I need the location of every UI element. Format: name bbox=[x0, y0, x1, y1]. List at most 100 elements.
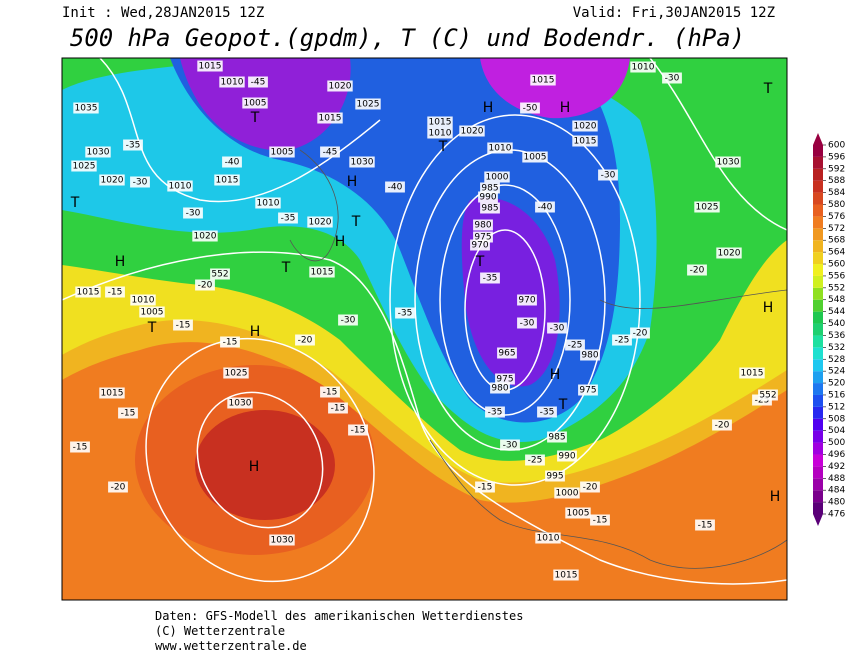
label-box bbox=[487, 142, 513, 154]
label-box bbox=[525, 454, 545, 466]
pressure-center: H bbox=[250, 324, 261, 340]
label-box bbox=[214, 174, 240, 186]
contour-label: 985 bbox=[548, 433, 565, 443]
label-box bbox=[545, 470, 565, 482]
contour-label: -15 bbox=[478, 483, 493, 493]
colorbar-label: 588 bbox=[828, 176, 845, 186]
pressure-center: H bbox=[483, 100, 494, 116]
pressure-center: H bbox=[115, 254, 126, 270]
contour-label: 975 bbox=[496, 375, 513, 385]
label-box bbox=[553, 569, 579, 581]
contour-label: -25 bbox=[528, 456, 543, 466]
colorbar-band bbox=[813, 216, 823, 229]
label-box bbox=[500, 439, 520, 451]
colorbar-band bbox=[813, 156, 823, 169]
contour-label: -25 bbox=[568, 341, 583, 351]
label-box bbox=[580, 349, 600, 361]
contour-label: 1030 bbox=[271, 536, 294, 546]
label-box bbox=[480, 272, 500, 284]
label-box bbox=[712, 419, 732, 431]
contour-label: 970 bbox=[471, 241, 488, 251]
colorbar-band bbox=[813, 478, 823, 491]
colorbar-label: 524 bbox=[828, 367, 845, 377]
label-box bbox=[338, 314, 358, 326]
contour-label: 1030 bbox=[87, 148, 110, 158]
contour-label: -35 bbox=[281, 214, 296, 224]
colorbar-band bbox=[813, 252, 823, 265]
contour-label: 985 bbox=[481, 184, 498, 194]
contour-label: -35 bbox=[540, 408, 555, 418]
label-box bbox=[348, 424, 368, 436]
footer-line: Daten: GFS-Modell des amerikanischen Wet… bbox=[155, 609, 523, 623]
label-box bbox=[307, 216, 333, 228]
contour-label: -30 bbox=[186, 209, 201, 219]
contour-label: -30 bbox=[601, 171, 616, 181]
label-box bbox=[73, 102, 99, 114]
label-box bbox=[630, 61, 656, 73]
footer-line: www.wetterzentrale.de bbox=[155, 639, 307, 653]
colorbar-label: 600 bbox=[828, 141, 845, 151]
label-box bbox=[355, 98, 381, 110]
footer-line: (C) Wetterzentrale bbox=[155, 624, 285, 638]
contour-label: 1000 bbox=[556, 489, 579, 499]
contour-label: 1030 bbox=[717, 158, 740, 168]
contour-label: 1005 bbox=[141, 308, 164, 318]
contour-label: 1015 bbox=[199, 62, 222, 72]
label-box bbox=[320, 146, 340, 158]
label-box bbox=[537, 406, 557, 418]
contour-label: -20 bbox=[633, 329, 648, 339]
colorbar-band bbox=[813, 145, 823, 157]
contour-label: 980 bbox=[474, 221, 491, 231]
contour-label: 1020 bbox=[194, 232, 217, 242]
label-box bbox=[197, 60, 223, 72]
colorbar-band bbox=[813, 466, 823, 479]
colorbar-label: 516 bbox=[828, 390, 845, 400]
colorbar-label: 520 bbox=[828, 379, 845, 389]
label-box bbox=[495, 373, 515, 385]
label-box bbox=[530, 74, 556, 86]
label-box bbox=[85, 146, 111, 158]
pressure-center: T bbox=[250, 110, 260, 126]
colorbar-band bbox=[813, 192, 823, 205]
contour-label: -30 bbox=[550, 324, 565, 334]
contour-label: -40 bbox=[388, 183, 403, 193]
colorbar-label: 560 bbox=[828, 260, 845, 270]
colorbar-band bbox=[813, 335, 823, 348]
label-box bbox=[484, 171, 510, 183]
label-box bbox=[248, 76, 268, 88]
contour-label: -15 bbox=[698, 521, 713, 531]
colorbar-label: 576 bbox=[828, 212, 845, 222]
label-box bbox=[490, 382, 510, 394]
colorbar-label: 544 bbox=[828, 307, 845, 317]
label-box bbox=[269, 146, 295, 158]
pressure-center: T bbox=[147, 320, 157, 336]
colorbar-band bbox=[813, 454, 823, 467]
contour-label: 1010 bbox=[537, 534, 560, 544]
colorbar-label: 488 bbox=[828, 474, 845, 484]
label-box bbox=[473, 219, 493, 231]
contour-label: 1005 bbox=[244, 99, 267, 109]
contour-label: 552 bbox=[211, 270, 228, 280]
contour-label: 1025 bbox=[73, 162, 96, 172]
contour-label: 1020 bbox=[718, 249, 741, 259]
contour-label: -20 bbox=[298, 336, 313, 346]
pressure-center: H bbox=[347, 174, 358, 190]
contour-label: 1015 bbox=[311, 268, 334, 278]
label-box bbox=[565, 339, 585, 351]
contour-label: -35 bbox=[488, 408, 503, 418]
label-box bbox=[470, 239, 490, 251]
label-box bbox=[520, 102, 540, 114]
colorbar-band bbox=[813, 430, 823, 443]
contour-label: 1000 bbox=[486, 173, 509, 183]
label-box bbox=[557, 450, 577, 462]
pressure-center: H bbox=[770, 489, 781, 505]
pressure-center: T bbox=[281, 260, 291, 276]
contour-label: 965 bbox=[498, 349, 515, 359]
colorbar-label: 500 bbox=[828, 438, 845, 448]
label-box bbox=[123, 139, 143, 151]
label-box bbox=[578, 384, 598, 396]
contour-label: -30 bbox=[665, 74, 680, 84]
field-area bbox=[195, 410, 335, 520]
label-box bbox=[70, 441, 90, 453]
contour-label: -15 bbox=[593, 516, 608, 526]
